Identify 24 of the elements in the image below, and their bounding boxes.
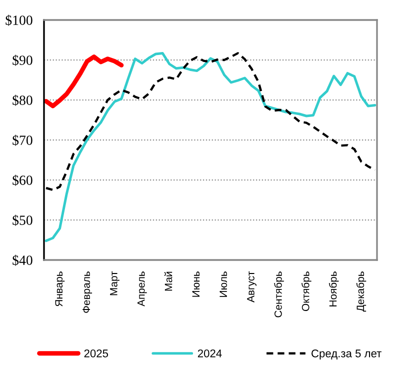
x-tick-label: Январь <box>55 272 65 306</box>
y-tick-label: $70 <box>12 134 32 146</box>
x-tick-label: Ноябрь <box>328 272 339 306</box>
y-tick-label: $80 <box>12 94 32 106</box>
legend-label: 2025 <box>84 349 108 358</box>
line-series <box>44 54 124 108</box>
legend-label: 2024 <box>198 349 222 358</box>
x-tick-label: Сентябрь <box>274 272 284 318</box>
y-tick-label: $60 <box>12 174 32 186</box>
x-tick-label: Декабрь <box>356 272 366 312</box>
line-series <box>44 52 376 242</box>
x-tick-label: Март <box>110 271 120 296</box>
y-tick-label: $90 <box>12 54 32 66</box>
y-tick-label: $40 <box>12 254 32 266</box>
x-tick-label: Февраль <box>82 272 92 313</box>
x-tick-label: Июль <box>220 272 227 297</box>
y-tick-label: $100 <box>6 14 32 26</box>
y-tick-label: $50 <box>12 214 32 226</box>
x-tick-label: Октябрь <box>302 272 312 311</box>
x-tick-label: Апрель <box>138 272 147 306</box>
x-tick-label: Май <box>164 272 172 291</box>
x-tick-label: Август <box>247 271 256 302</box>
x-tick-label: Июнь <box>192 272 200 297</box>
legend-label: Сред.за 5 лет <box>312 349 382 360</box>
